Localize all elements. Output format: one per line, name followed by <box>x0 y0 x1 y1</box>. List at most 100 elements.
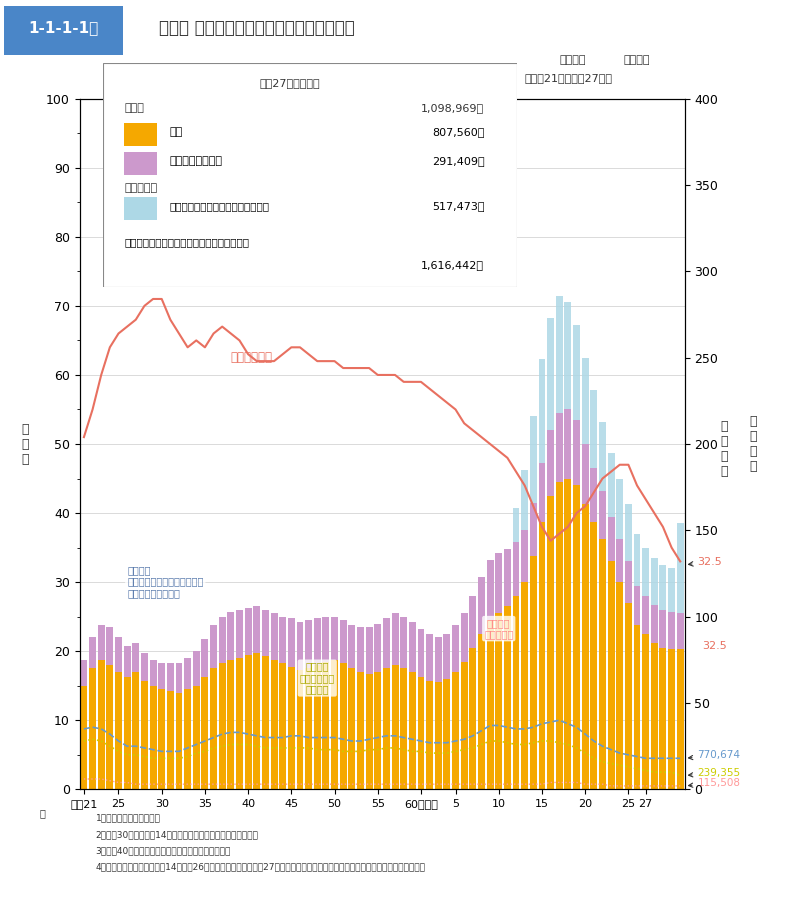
Bar <box>107 665 113 789</box>
Bar <box>564 302 572 409</box>
Bar <box>297 670 303 789</box>
Bar <box>80 685 88 789</box>
Text: 291,409件: 291,409件 <box>431 156 484 167</box>
Bar <box>634 586 641 625</box>
FancyBboxPatch shape <box>103 63 517 287</box>
Bar <box>409 622 416 672</box>
Bar <box>521 470 528 530</box>
Text: 検
挙
人
員: 検 挙 人 員 <box>720 420 728 477</box>
Bar <box>80 660 88 685</box>
Bar <box>443 679 451 789</box>
Bar <box>625 603 632 789</box>
Text: 32.5: 32.5 <box>702 641 727 651</box>
Bar <box>305 668 312 789</box>
Text: 窃盗: 窃盗 <box>170 127 183 137</box>
Bar <box>150 660 157 685</box>
Bar <box>400 617 407 668</box>
Bar <box>616 478 623 539</box>
Bar <box>141 653 148 681</box>
Text: 検挙人員
（刑法犯・危険運転致死傷・
過失運転致死傷等）: 検挙人員 （刑法犯・危険運転致死傷・ 過失運転致死傷等） <box>127 565 204 598</box>
Bar <box>349 668 355 789</box>
Text: 刑法犯: 刑法犯 <box>124 103 144 113</box>
Bar <box>322 662 330 789</box>
Bar <box>660 565 666 610</box>
Bar <box>556 482 563 789</box>
Bar <box>340 620 346 663</box>
Text: 115,508: 115,508 <box>689 778 740 788</box>
Bar <box>582 504 588 789</box>
Bar <box>228 660 234 789</box>
Bar <box>89 638 96 668</box>
Bar <box>582 358 588 444</box>
Bar <box>616 582 623 789</box>
Bar <box>288 666 295 789</box>
Bar <box>495 553 502 614</box>
FancyBboxPatch shape <box>4 6 123 56</box>
Bar <box>660 648 666 789</box>
Bar <box>262 657 269 789</box>
Bar <box>556 295 563 413</box>
Text: 平成27年認知件数: 平成27年認知件数 <box>259 79 320 89</box>
Text: 32.5: 32.5 <box>689 557 722 567</box>
Bar <box>591 390 597 468</box>
Bar <box>642 634 649 789</box>
Bar <box>651 558 657 605</box>
Bar <box>651 605 657 642</box>
Bar <box>357 627 364 672</box>
Bar <box>107 627 113 665</box>
Bar <box>253 653 260 789</box>
Bar <box>365 674 373 789</box>
Bar <box>591 468 597 522</box>
Bar <box>634 534 641 586</box>
Text: （万件）: （万件） <box>560 55 587 65</box>
Bar <box>158 663 165 689</box>
Text: 窃盗を除く刑法犯: 窃盗を除く刑法犯 <box>170 156 223 167</box>
Bar <box>349 625 355 668</box>
Bar <box>504 606 511 789</box>
Bar <box>98 660 104 789</box>
Bar <box>305 620 312 668</box>
Text: 危険運転致死傷・過失運転致死傷等: 危険運転致死傷・過失運転致死傷等 <box>170 201 270 212</box>
Bar <box>582 444 588 504</box>
Bar <box>478 634 485 789</box>
Bar <box>176 692 182 789</box>
Bar <box>322 617 330 662</box>
Bar <box>331 617 338 660</box>
Text: 807,560件: 807,560件 <box>432 127 484 137</box>
Bar <box>228 612 234 660</box>
Text: 刑法犯検挙率: 刑法犯検挙率 <box>231 351 273 364</box>
Bar <box>374 623 381 672</box>
Bar <box>470 596 476 648</box>
Bar <box>297 622 303 670</box>
Bar <box>236 610 243 658</box>
Bar <box>461 614 467 662</box>
Bar <box>132 672 139 789</box>
Bar <box>331 660 338 789</box>
Bar <box>461 662 467 789</box>
Bar <box>539 463 545 522</box>
Bar <box>418 677 424 789</box>
Bar <box>677 524 684 614</box>
Bar <box>210 668 217 789</box>
Bar <box>591 522 597 789</box>
Bar <box>677 649 684 789</box>
Bar <box>513 596 520 789</box>
Bar <box>452 672 459 789</box>
Bar <box>184 689 191 789</box>
Bar <box>167 663 174 691</box>
Bar <box>513 543 520 596</box>
Bar <box>513 508 520 543</box>
Bar <box>599 539 606 789</box>
Text: （昭和21年〜平成27年）: （昭和21年〜平成27年） <box>525 73 613 83</box>
Text: 刑法犯 認知件数・検挙人員・検挙率の推移: 刑法犯 認知件数・検挙人員・検挙率の推移 <box>159 19 355 37</box>
Bar <box>530 556 537 789</box>
Bar <box>244 655 252 789</box>
Bar <box>625 562 632 603</box>
Bar <box>486 560 494 620</box>
Bar <box>539 360 545 463</box>
Bar <box>521 530 528 582</box>
Bar <box>193 651 200 685</box>
Bar <box>392 614 399 665</box>
Bar <box>426 681 433 789</box>
Bar <box>115 638 122 672</box>
